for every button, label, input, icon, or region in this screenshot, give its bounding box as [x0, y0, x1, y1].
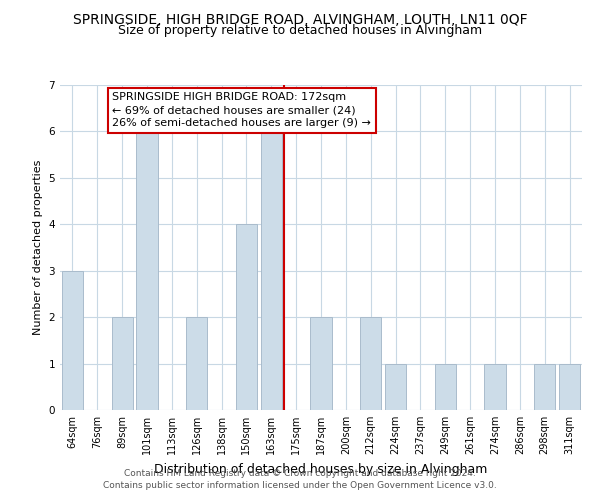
Bar: [236, 224, 257, 410]
Bar: [484, 364, 506, 410]
Bar: [136, 132, 158, 410]
Bar: [261, 132, 282, 410]
Text: SPRINGSIDE, HIGH BRIDGE ROAD, ALVINGHAM, LOUTH, LN11 0QF: SPRINGSIDE, HIGH BRIDGE ROAD, ALVINGHAM,…: [73, 12, 527, 26]
Bar: [385, 364, 406, 410]
Text: Size of property relative to detached houses in Alvingham: Size of property relative to detached ho…: [118, 24, 482, 37]
Bar: [62, 270, 83, 410]
Bar: [310, 317, 332, 410]
Bar: [112, 317, 133, 410]
Text: Contains public sector information licensed under the Open Government Licence v3: Contains public sector information licen…: [103, 481, 497, 490]
Bar: [186, 317, 207, 410]
Bar: [435, 364, 456, 410]
Text: Contains HM Land Registry data © Crown copyright and database right 2024.: Contains HM Land Registry data © Crown c…: [124, 468, 476, 477]
Bar: [360, 317, 381, 410]
Bar: [559, 364, 580, 410]
Bar: [534, 364, 555, 410]
Y-axis label: Number of detached properties: Number of detached properties: [33, 160, 43, 335]
Text: SPRINGSIDE HIGH BRIDGE ROAD: 172sqm
← 69% of detached houses are smaller (24)
26: SPRINGSIDE HIGH BRIDGE ROAD: 172sqm ← 69…: [112, 92, 371, 128]
X-axis label: Distribution of detached houses by size in Alvingham: Distribution of detached houses by size …: [154, 462, 488, 475]
